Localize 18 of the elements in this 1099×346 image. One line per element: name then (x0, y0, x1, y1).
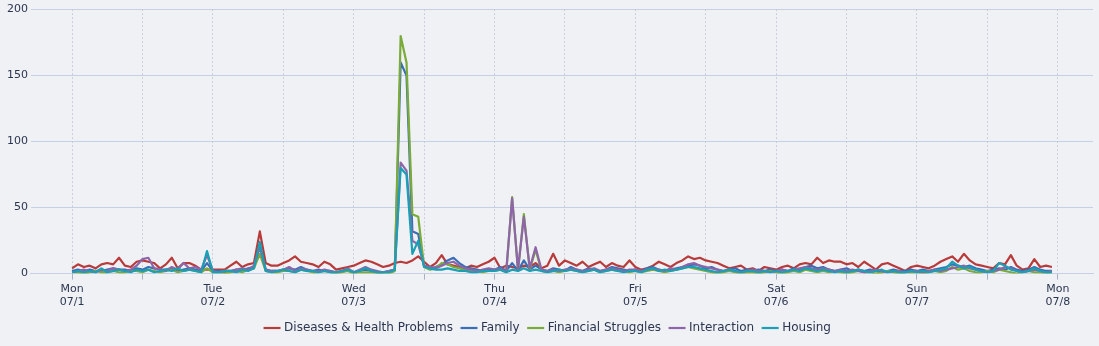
y-tick-label: 200 (7, 2, 28, 16)
legend-label: Financial Struggles (547, 320, 662, 335)
x-tick-label: Sat 07/6 (763, 282, 789, 309)
y-tick-label: 50 (14, 200, 28, 214)
legend-label: Diseases & Health Problems (284, 320, 454, 335)
x-tick-label: Wed 07/3 (341, 282, 367, 309)
legend-label: Interaction (689, 320, 755, 335)
legend-label: Family (481, 320, 520, 335)
x-tick-label: Thu 07/4 (482, 282, 507, 309)
x-tick-label: Fri 07/5 (622, 282, 648, 309)
x-tick-label: Mon 07/8 (1045, 282, 1071, 309)
y-tick-label: 100 (7, 134, 28, 148)
y-tick-label: 150 (7, 68, 28, 82)
x-tick-label: Tue 07/2 (200, 282, 226, 309)
x-tick-label: Mon 07/1 (59, 282, 85, 309)
legend-label: Housing (782, 320, 831, 335)
y-tick-label: 0 (21, 266, 28, 280)
x-tick-label: Sun 07/7 (904, 282, 930, 309)
